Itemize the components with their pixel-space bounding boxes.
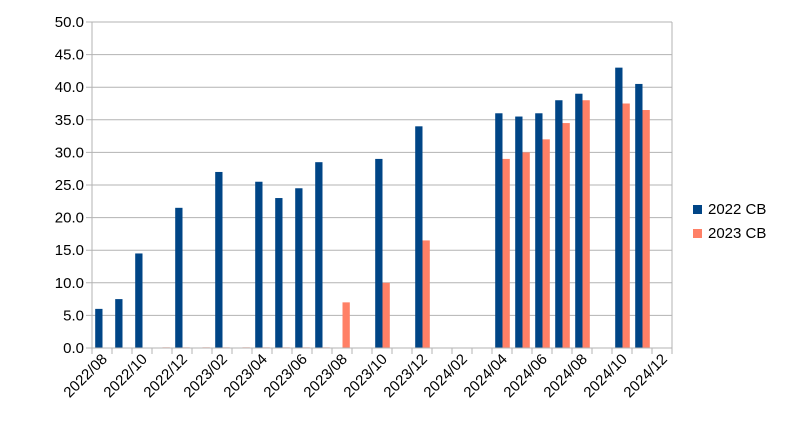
bar-2023-cb (342, 302, 350, 348)
x-tick-label: 2022/12 (140, 351, 190, 401)
bar-2023-cb (422, 240, 430, 348)
legend-label: 2022 CB (708, 201, 766, 218)
x-tick-label: 2024/04 (460, 351, 510, 401)
bar-2022-cb (255, 181, 263, 348)
legend-label: 2023 CB (708, 225, 766, 242)
legend-swatch (693, 205, 702, 214)
y-tick-label: 50.0 (55, 14, 84, 31)
bar-2022-cb (635, 83, 643, 348)
y-tick-label: 25.0 (55, 177, 84, 194)
bar-2023-cb (622, 103, 630, 348)
x-tick-label: 2024/02 (420, 351, 470, 401)
bar-2022-cb (135, 253, 143, 348)
y-tick-label: 30.0 (55, 144, 84, 161)
bar-2023-cb (382, 282, 390, 348)
bar-2022-cb (315, 162, 323, 348)
y-tick-label: 40.0 (55, 79, 84, 96)
legend: 2022 CB 2023 CB (693, 201, 766, 242)
axes (91, 22, 673, 354)
x-tick-label: 2023/10 (340, 351, 390, 401)
bar-2022-cb (295, 188, 303, 348)
bar-2022-cb (415, 126, 423, 348)
bars (95, 67, 650, 349)
x-tick-label: 2023/08 (300, 351, 350, 401)
bar-2022-cb (535, 113, 543, 348)
x-tick-label: 2023/06 (260, 351, 310, 401)
bar-2023-cb (562, 123, 570, 348)
x-tick-label: 2022/10 (100, 351, 150, 401)
y-tick-label: 10.0 (55, 275, 84, 292)
x-tick-label: 2024/08 (540, 351, 590, 401)
bar-2023-cb (582, 100, 590, 349)
bar-2022-cb (115, 299, 123, 348)
x-tick-label: 2023/02 (180, 351, 230, 401)
x-axis-ticks: 2022/082022/102022/122023/022023/042023/… (60, 351, 670, 401)
bar-2022-cb (95, 308, 103, 348)
bar-2022-cb (495, 113, 503, 348)
bar-2023-cb (522, 152, 530, 348)
x-tick-label: 2023/12 (380, 351, 430, 401)
bar-2022-cb (175, 207, 183, 348)
bar-2023-cb (502, 158, 510, 348)
bar-2022-cb (555, 100, 563, 349)
bar-2022-cb (375, 158, 383, 348)
y-tick-label: 20.0 (55, 210, 84, 227)
x-tick-label: 2022/08 (60, 351, 110, 401)
x-tick-label: 2024/10 (580, 351, 630, 401)
bar-2023-cb (642, 110, 650, 349)
bar-2022-cb (515, 116, 523, 348)
legend-swatch (693, 229, 702, 238)
bar-2022-cb (215, 171, 223, 348)
bar-2023-cb (542, 139, 550, 348)
y-tick-label: 45.0 (55, 47, 84, 64)
y-tick-label: 0.0 (63, 340, 84, 357)
bar-2022-cb (275, 198, 283, 348)
bar-2022-cb (615, 67, 623, 348)
x-tick-label: 2024/06 (500, 351, 550, 401)
y-tick-label: 35.0 (55, 112, 84, 129)
bar-2022-cb (575, 93, 583, 348)
y-axis-ticks: 0.0 5.0 10.0 15.0 20.0 25.0 30.0 35.0 40.0 45.0 50… (55, 14, 84, 357)
x-tick-label: 2023/04 (220, 351, 270, 401)
y-tick-label: 15.0 (55, 242, 84, 259)
y-tick-label: 5.0 (63, 307, 84, 324)
x-tick-label: 2024/12 (620, 351, 670, 401)
